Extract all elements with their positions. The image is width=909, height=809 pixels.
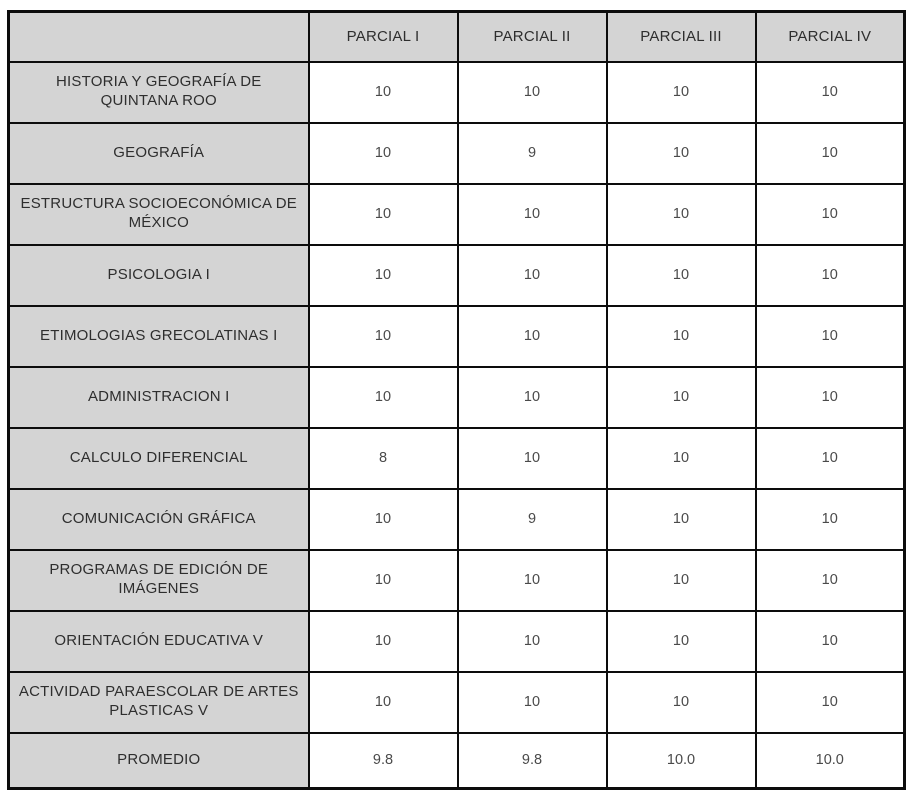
grade-cell: 10 bbox=[605, 121, 757, 185]
subject-cell: GEOGRAFÍA bbox=[7, 121, 310, 185]
grade-cell: 10 bbox=[456, 548, 608, 612]
grade-cell: 9.8 bbox=[456, 731, 608, 790]
table-row: GEOGRAFÍA 10 9 10 10 bbox=[7, 121, 906, 185]
grade-cell: 10 bbox=[456, 426, 608, 490]
promedio-row: PROMEDIO 9.8 9.8 10.0 10.0 bbox=[7, 731, 906, 790]
grade-cell: 10 bbox=[456, 182, 608, 246]
subject-cell: ORIENTACIÓN EDUCATIVA V bbox=[7, 609, 310, 673]
table-row: COMUNICACIÓN GRÁFICA 10 9 10 10 bbox=[7, 487, 906, 551]
grade-cell: 10 bbox=[754, 548, 906, 612]
grade-cell: 10 bbox=[307, 670, 459, 734]
grade-cell: 9.8 bbox=[307, 731, 459, 790]
table-row: HISTORIA Y GEOGRAFÍA DE QUINTANA ROO 10 10… bbox=[7, 60, 906, 124]
column-header-parcial-3: PARCIAL III bbox=[605, 10, 757, 63]
grade-cell: 8 bbox=[307, 426, 459, 490]
grade-cell: 10 bbox=[605, 182, 757, 246]
grade-cell: 10 bbox=[456, 365, 608, 429]
grade-cell: 10.0 bbox=[754, 731, 906, 790]
grade-cell: 10 bbox=[754, 182, 906, 246]
subject-cell: CALCULO DIFERENCIAL bbox=[7, 426, 310, 490]
grade-cell: 10 bbox=[307, 609, 459, 673]
subject-cell: ADMINISTRACION I bbox=[7, 365, 310, 429]
grade-cell: 10 bbox=[754, 60, 906, 124]
grade-cell: 10 bbox=[605, 609, 757, 673]
table-row: ORIENTACIÓN EDUCATIVA V 10 10 10 10 bbox=[7, 609, 906, 673]
grade-cell: 10 bbox=[456, 670, 608, 734]
grade-cell: 10 bbox=[754, 304, 906, 368]
grades-table: PARCIAL I PARCIAL II PARCIAL III PARCIAL IV… bbox=[7, 10, 906, 790]
grade-cell: 10 bbox=[307, 243, 459, 307]
grade-cell: 10 bbox=[605, 60, 757, 124]
grade-cell: 10.0 bbox=[605, 731, 757, 790]
table-row: CALCULO DIFERENCIAL 8 10 10 10 bbox=[7, 426, 906, 490]
grade-cell: 10 bbox=[754, 121, 906, 185]
subject-cell: PSICOLOGIA I bbox=[7, 243, 310, 307]
grade-cell: 10 bbox=[605, 487, 757, 551]
grade-cell: 10 bbox=[754, 487, 906, 551]
grade-cell: 10 bbox=[754, 670, 906, 734]
subject-cell: ESTRUCTURA SOCIOECONÓMICA DE MÉXICO bbox=[7, 182, 310, 246]
table-header: PARCIAL I PARCIAL II PARCIAL III PARCIAL IV bbox=[7, 10, 906, 63]
grade-cell: 10 bbox=[605, 304, 757, 368]
grade-cell: 10 bbox=[307, 304, 459, 368]
table-body: HISTORIA Y GEOGRAFÍA DE QUINTANA ROO 10 10… bbox=[7, 60, 906, 790]
table-row: ADMINISTRACION I 10 10 10 10 bbox=[7, 365, 906, 429]
subject-cell: PROGRAMAS DE EDICIÓN DE IMÁGENES bbox=[7, 548, 310, 612]
column-header-parcial-4: PARCIAL IV bbox=[754, 10, 906, 63]
table-row: PROGRAMAS DE EDICIÓN DE IMÁGENES 10 10 10 10 bbox=[7, 548, 906, 612]
grade-cell: 10 bbox=[605, 426, 757, 490]
column-header-parcial-1: PARCIAL I bbox=[307, 10, 459, 63]
grade-cell: 10 bbox=[605, 243, 757, 307]
header-row: PARCIAL I PARCIAL II PARCIAL III PARCIAL IV bbox=[7, 10, 906, 63]
grade-cell: 10 bbox=[456, 243, 608, 307]
table-row: ESTRUCTURA SOCIOECONÓMICA DE MÉXICO 10 10 1… bbox=[7, 182, 906, 246]
grade-cell: 10 bbox=[754, 426, 906, 490]
grade-cell: 10 bbox=[456, 60, 608, 124]
grade-cell: 9 bbox=[456, 487, 608, 551]
grade-cell: 10 bbox=[307, 60, 459, 124]
grade-cell: 10 bbox=[307, 182, 459, 246]
grade-cell: 10 bbox=[605, 365, 757, 429]
promedio-label: PROMEDIO bbox=[7, 731, 310, 790]
column-header-parcial-2: PARCIAL II bbox=[456, 10, 608, 63]
grade-cell: 10 bbox=[307, 365, 459, 429]
subject-cell: HISTORIA Y GEOGRAFÍA DE QUINTANA ROO bbox=[7, 60, 310, 124]
grade-cell: 10 bbox=[754, 365, 906, 429]
table-row: ETIMOLOGIAS GRECOLATINAS I 10 10 10 10 bbox=[7, 304, 906, 368]
grade-cell: 10 bbox=[307, 487, 459, 551]
table-row: PSICOLOGIA I 10 10 10 10 bbox=[7, 243, 906, 307]
subject-cell: ETIMOLOGIAS GRECOLATINAS I bbox=[7, 304, 310, 368]
grade-cell: 10 bbox=[754, 243, 906, 307]
grade-cell: 10 bbox=[307, 548, 459, 612]
table-row: ACTIVIDAD PARAESCOLAR DE ARTES PLASTICAS… bbox=[7, 670, 906, 734]
grade-cell: 10 bbox=[605, 548, 757, 612]
corner-cell bbox=[7, 10, 310, 63]
subject-cell: ACTIVIDAD PARAESCOLAR DE ARTES PLASTICAS… bbox=[7, 670, 310, 734]
grade-cell: 10 bbox=[605, 670, 757, 734]
grade-cell: 10 bbox=[307, 121, 459, 185]
grade-cell: 9 bbox=[456, 121, 608, 185]
grade-cell: 10 bbox=[754, 609, 906, 673]
subject-cell: COMUNICACIÓN GRÁFICA bbox=[7, 487, 310, 551]
grade-cell: 10 bbox=[456, 609, 608, 673]
grade-cell: 10 bbox=[456, 304, 608, 368]
